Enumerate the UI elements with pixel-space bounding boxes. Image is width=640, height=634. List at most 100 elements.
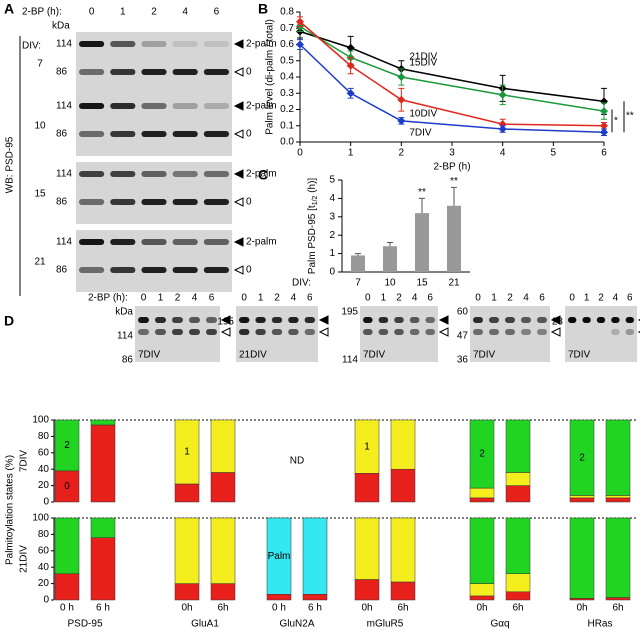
time-label: 0 [365, 293, 371, 304]
band-arrow [233, 129, 244, 139]
mw-label: 195 [341, 307, 358, 318]
blot-band [271, 317, 283, 323]
row-label: 21DIV [19, 545, 30, 573]
bar-segment [390, 581, 416, 601]
segment-label: 1 [364, 441, 370, 452]
bar-segment [605, 419, 631, 496]
line [299, 21, 605, 127]
line [299, 25, 605, 112]
y-tick-label: 20 [38, 578, 50, 589]
blot-band [79, 199, 105, 205]
mw-label: 114 [56, 39, 72, 50]
y-tick-label: 0.2 [280, 104, 294, 115]
bar-segment [210, 419, 236, 473]
blot-band [625, 329, 634, 335]
band-label: 0 [246, 197, 252, 208]
blot-band [110, 41, 136, 47]
bar-segment [174, 483, 200, 503]
y-tick-label: 80 [38, 529, 50, 540]
bar-segment [390, 468, 416, 503]
time-label: 6 [209, 293, 215, 304]
time-label: 4 [291, 293, 297, 304]
blot-band [155, 329, 166, 335]
blot-band [255, 317, 266, 323]
point [498, 90, 507, 99]
bar-segment [302, 517, 328, 595]
blot-band [172, 103, 198, 109]
series-label: 10DIV [409, 108, 437, 119]
blot-band [203, 69, 229, 75]
y-tick-label: 80 [38, 431, 50, 442]
div-value: 10 [34, 121, 46, 132]
blot-band [141, 69, 167, 75]
bar-segment [505, 591, 531, 601]
x-axis-label: 2-BP (h) [433, 162, 470, 173]
annotation: ** [418, 187, 426, 198]
blot-band [625, 317, 634, 323]
point [397, 95, 406, 104]
blot-band [141, 171, 167, 177]
y-tick-label: 60 [38, 545, 50, 556]
blot-band [79, 41, 105, 47]
mw-label: 86 [56, 197, 68, 208]
band-arrow [233, 101, 244, 111]
blot-band [611, 329, 620, 335]
blot-band [505, 317, 515, 323]
panel-letter: A [4, 1, 14, 17]
blot-band [582, 317, 591, 323]
blot-band [409, 317, 420, 323]
bar [447, 205, 461, 272]
blot-band [611, 317, 620, 323]
time-label: 4 [613, 293, 619, 304]
div-label: 7DIV [568, 350, 591, 361]
bar-segment [90, 419, 116, 426]
bar-segment [266, 517, 292, 595]
blot-band [141, 239, 167, 245]
bar-segment [469, 497, 495, 503]
mw-label: 114 [117, 331, 133, 342]
bar-segment [505, 472, 531, 486]
group-label: Gαq [490, 619, 509, 630]
time-label: 2 [274, 293, 280, 304]
y-tick-label: 0.3 [280, 88, 294, 99]
time-label: 1 [584, 293, 590, 304]
time-label: 2 [175, 293, 181, 304]
bar-segment [605, 495, 631, 499]
y-tick-label: 0.5 [280, 55, 294, 66]
blot-band [409, 329, 420, 335]
y-tick-label: 0.0 [280, 137, 294, 148]
bar-segment [605, 497, 631, 503]
x-tick-label: 0 [297, 148, 303, 159]
bar-segment [302, 594, 328, 601]
bar-segment [354, 419, 380, 474]
bar-segment [469, 419, 495, 489]
x-tick-label: 1 [348, 148, 354, 159]
blot-band [203, 103, 229, 109]
point [296, 17, 304, 26]
y-tick-label: 3 [329, 211, 335, 222]
blot-band [110, 239, 136, 245]
blot-band [206, 329, 217, 335]
bar [351, 255, 365, 272]
blot-band [138, 317, 149, 323]
y-axis-label: Palm level (di-palm / total) [265, 19, 276, 135]
bar-segment [90, 517, 116, 538]
bar-segment [54, 470, 80, 503]
segment-label: 2 [479, 449, 485, 460]
x-tick-label: 15 [416, 278, 428, 289]
band-arrow [233, 169, 244, 179]
blot-band [255, 329, 266, 335]
blot-band [110, 199, 136, 205]
time-label: 4 [412, 293, 418, 304]
blot-band [141, 131, 167, 137]
bar-label: 6h [397, 603, 408, 614]
blot-band [203, 199, 229, 205]
series-label: 15DIV [409, 58, 437, 69]
band-arrow [220, 315, 231, 325]
blot-band [425, 329, 435, 335]
blot-band [110, 267, 136, 273]
band-arrow [550, 315, 561, 325]
band-arrow [233, 237, 244, 247]
bar-segment [469, 583, 495, 597]
blot-band [141, 103, 167, 109]
